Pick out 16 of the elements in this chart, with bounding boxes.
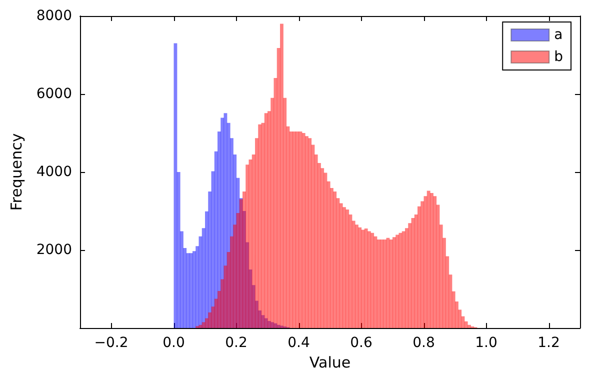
legend-label: b: [554, 49, 564, 65]
y-tick-label: 2000: [36, 242, 72, 258]
y-tick-label: 4000: [36, 164, 72, 180]
x-tick-label: 1.0: [475, 335, 498, 351]
y-tick-label: 6000: [36, 86, 72, 102]
x-tick-label: 0.6: [350, 335, 372, 351]
x-tick-label: 0.8: [412, 335, 435, 351]
y-tick-label: 8000: [36, 8, 72, 24]
legend-label: a: [554, 27, 563, 43]
x-tick-label: 0.0: [162, 335, 185, 351]
x-tick-label: 1.2: [538, 335, 560, 351]
x-tick-label: 0.2: [225, 335, 248, 351]
y-axis-title: Frequency: [8, 133, 26, 211]
x-tick-label: −0.2: [94, 335, 128, 351]
x-axis-title: Value: [309, 353, 351, 372]
x-tick-label: 0.4: [288, 335, 310, 351]
